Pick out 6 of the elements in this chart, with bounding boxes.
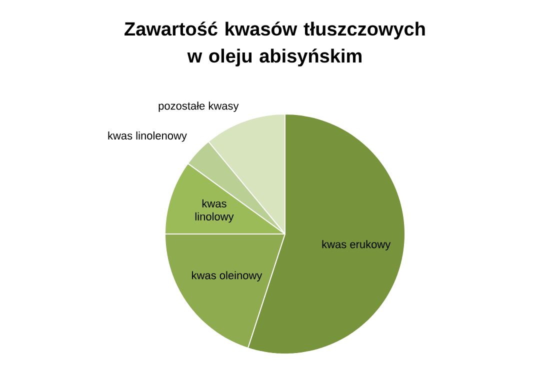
- slice-label: kwas oleinowy: [192, 271, 262, 282]
- slice-label: pozostałe kwasy: [158, 102, 239, 112]
- slice-label: kwas linolenowy: [108, 132, 187, 142]
- chart-title: Zawartość kwasów tłuszczowych w oleju abisyńskim: [124, 22, 425, 66]
- slice-label: kwas erukowy: [322, 240, 391, 250]
- slice-label: kwas linolowy: [195, 199, 234, 223]
